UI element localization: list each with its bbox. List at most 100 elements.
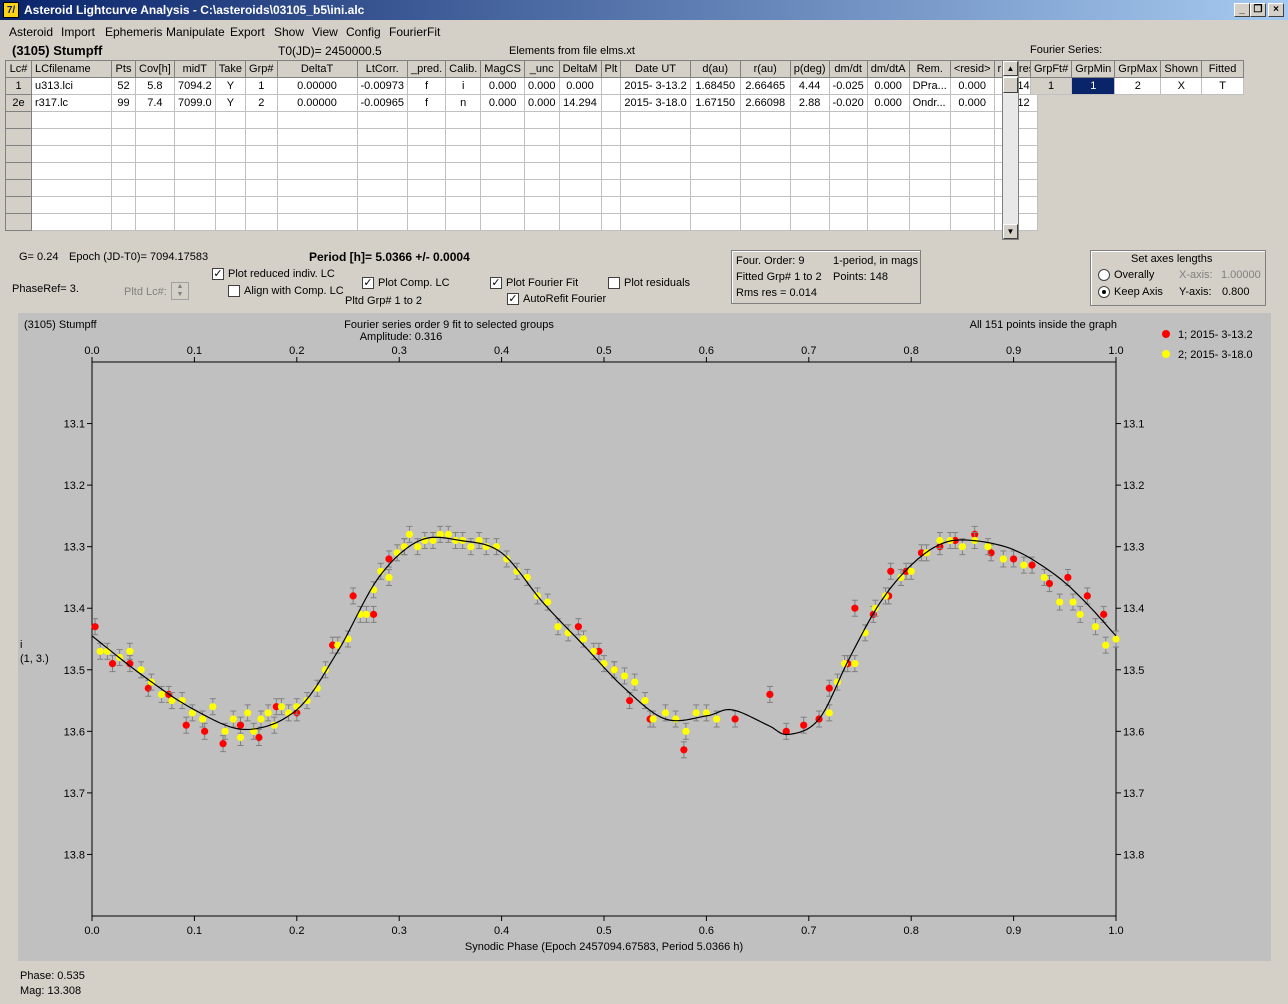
table-cell[interactable] (406, 145, 447, 163)
table-cell[interactable] (908, 213, 951, 231)
table-cell[interactable] (689, 111, 741, 129)
table-cell[interactable]: 0.000 (866, 94, 910, 112)
table-cell[interactable]: -0.020 (828, 94, 868, 112)
table-cell[interactable] (908, 179, 951, 197)
table-cell[interactable] (558, 162, 602, 180)
plot-residuals-checkbox[interactable]: Plot residuals (608, 277, 690, 290)
table-cell[interactable]: 4.44 (789, 77, 830, 95)
table-cell[interactable] (558, 111, 602, 129)
table-cell[interactable] (173, 213, 216, 231)
table-cell[interactable] (5, 145, 32, 163)
table-row[interactable]: 1 u313.lci 52 5.8 7094.2 Y 1 0.00000 -0.… (5, 77, 1039, 95)
table-cell[interactable]: Ondr... (908, 94, 951, 112)
table-cell[interactable] (111, 213, 136, 231)
table-cell[interactable] (789, 162, 830, 180)
table-cell[interactable] (689, 179, 741, 197)
scroll-thumb[interactable] (1003, 77, 1018, 93)
table-cell[interactable]: 5.8 (135, 77, 175, 95)
table-cell[interactable]: 99 (111, 94, 136, 112)
empty-table-row[interactable] (5, 162, 1039, 180)
col-header[interactable]: _pred. (406, 60, 447, 78)
col-header[interactable]: DeltaT (276, 60, 358, 78)
table-cell[interactable]: 2015- 3-13.2 (620, 77, 691, 95)
table-cell[interactable] (406, 213, 447, 231)
table-cell[interactable] (5, 213, 32, 231)
plot-comp-checkbox[interactable]: ✓ Plot Comp. LC (362, 277, 450, 290)
table-cell[interactable] (789, 128, 830, 146)
keep-axis-radio[interactable]: Keep Axis (1098, 286, 1163, 299)
table-cell[interactable] (111, 179, 136, 197)
empty-table-row[interactable] (5, 145, 1039, 163)
col-header[interactable]: Shown (1160, 60, 1203, 78)
table-cell[interactable] (620, 179, 691, 197)
table-cell[interactable] (5, 196, 32, 214)
table-cell[interactable] (356, 162, 408, 180)
menu-manipulate[interactable]: Manipulate (166, 25, 225, 39)
table-cell[interactable] (245, 213, 278, 231)
table-cell[interactable]: 0.000 (523, 94, 560, 112)
table-cell[interactable]: 0.00000 (276, 77, 358, 95)
col-header[interactable]: LCfilename (31, 60, 112, 78)
empty-table-row[interactable] (5, 179, 1039, 197)
table-cell[interactable] (949, 111, 995, 129)
col-header[interactable]: Lc# (5, 60, 32, 78)
table-cell[interactable] (866, 145, 910, 163)
table-cell[interactable] (214, 162, 247, 180)
table-cell[interactable] (445, 162, 482, 180)
empty-table-row[interactable] (5, 128, 1039, 146)
table-cell[interactable] (523, 196, 560, 214)
table-cell[interactable] (480, 162, 525, 180)
table-cell[interactable]: 1.68450 (689, 77, 741, 95)
autorefit-checkbox[interactable]: ✓ AutoRefit Fourier (507, 293, 606, 306)
menu-show[interactable]: Show (274, 25, 305, 39)
table-cell[interactable]: 2 (245, 94, 278, 112)
table-cell[interactable]: -0.00965 (356, 94, 408, 112)
col-header[interactable]: Pts (111, 60, 136, 78)
table-cell[interactable] (445, 196, 482, 214)
table-cell[interactable] (214, 213, 247, 231)
table-cell[interactable] (866, 179, 910, 197)
table-cell[interactable] (31, 179, 112, 197)
lightcurve-chart[interactable]: 0.0 0.0 0.1 0.1 0.2 0.2 0.3 0.3 0.4 0.4 0.5 0.5 0.6 0… (18, 313, 1271, 961)
table-cell[interactable] (135, 111, 175, 129)
table-cell[interactable]: DPra... (908, 77, 951, 95)
table-cell[interactable] (135, 145, 175, 163)
table-cell[interactable] (480, 213, 525, 231)
table-cell[interactable]: 0.000 (558, 77, 602, 95)
table-cell[interactable]: -0.00973 (356, 77, 408, 95)
table-cell[interactable] (558, 128, 602, 146)
menu-asteroid[interactable]: Asteroid (9, 25, 54, 39)
menu-import[interactable]: Import (61, 25, 96, 39)
overall-radio[interactable]: Overally (1098, 269, 1154, 282)
table-cell[interactable] (828, 196, 868, 214)
table-cell[interactable] (908, 162, 951, 180)
table-cell[interactable] (600, 213, 622, 231)
table-cell[interactable] (214, 128, 247, 146)
table-cell[interactable] (276, 128, 358, 146)
col-header[interactable]: Date UT (620, 60, 691, 78)
table-cell[interactable] (135, 196, 175, 214)
table-cell[interactable] (214, 111, 247, 129)
table-cell[interactable]: 1.67150 (689, 94, 741, 112)
table-cell[interactable] (406, 128, 447, 146)
scroll-up-icon[interactable]: ▲ (1003, 61, 1018, 76)
lightcurve-table[interactable]: Lc# LCfilename Pts Cov[h] midT Take Grp#… (5, 60, 1039, 231)
table-cell[interactable] (31, 128, 112, 146)
table-cell[interactable] (480, 128, 525, 146)
table-cell[interactable] (406, 111, 447, 129)
table-cell[interactable] (620, 128, 691, 146)
table-row[interactable]: 1 1 2 X T (1029, 77, 1245, 95)
table-cell[interactable] (908, 145, 951, 163)
table-cell[interactable] (173, 196, 216, 214)
table-cell[interactable] (245, 196, 278, 214)
row-index[interactable]: 2e (5, 94, 32, 112)
table-cell[interactable] (276, 145, 358, 163)
table-cell[interactable] (908, 196, 951, 214)
table-cell[interactable] (31, 213, 112, 231)
table-cell[interactable] (480, 179, 525, 197)
plot-reduced-checkbox[interactable]: ✓ Plot reduced indiv. LC (212, 268, 335, 281)
table-cell[interactable] (600, 77, 622, 95)
table-cell[interactable]: 0.00000 (276, 94, 358, 112)
table-cell[interactable] (245, 162, 278, 180)
col-header[interactable]: Calib. (445, 60, 482, 78)
